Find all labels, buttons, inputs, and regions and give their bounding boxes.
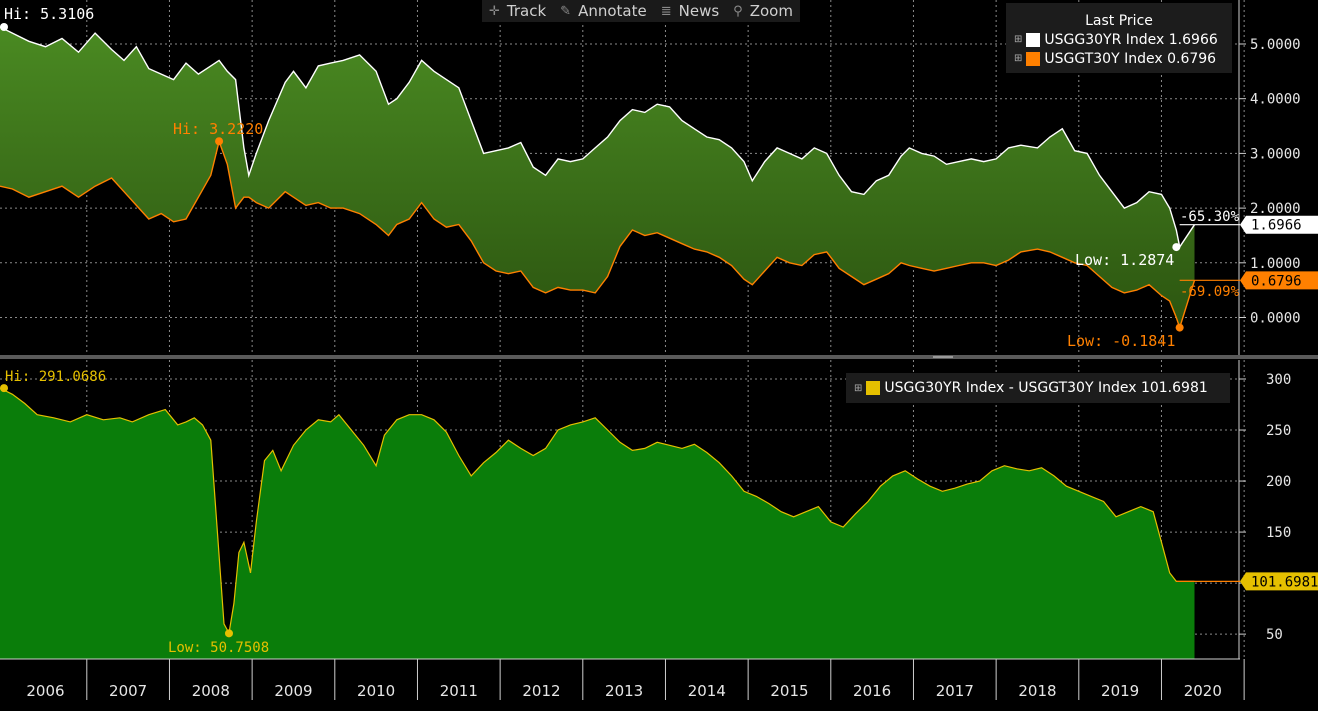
annotation-hi-spread: Hi: 291.0686 (5, 369, 106, 385)
x-tick-label: 2018 (1018, 682, 1056, 700)
marker-low-spread (224, 629, 233, 638)
series-line-spread (0, 387, 1195, 635)
expand-icon[interactable]: ⊞ (854, 382, 863, 394)
y-tick-label: 4.0000 (1250, 92, 1301, 108)
last-value-usggt30y-tag-label: 0.6796 (1251, 273, 1302, 289)
legend-entry-usgg30yr[interactable]: ⊞ USGG30YR Index 1.6966 (1006, 30, 1232, 49)
x-tick-label: 2016 (853, 682, 891, 700)
legend-series-name: USGG30YR Index - USGGT30Y Index (884, 380, 1137, 396)
x-axis: 2006 2007 2008 2009 2010 2011 2012 2013 2014 2015… (0, 658, 1245, 700)
annotate-label: Annotate (578, 2, 647, 20)
panel-divider[interactable] (0, 355, 1318, 359)
legend-swatch-orange (1026, 51, 1041, 66)
marker-low-usggt30y (1175, 323, 1184, 332)
change-label-usgg30yr: -65.30% (1180, 209, 1240, 225)
marker-low-usgg30yr (1172, 243, 1181, 252)
lower-panel-plot (0, 387, 1195, 659)
x-tick-label: 2020 (1184, 682, 1222, 700)
news-button[interactable]: ≣ News (654, 0, 726, 22)
x-tick-label: 2011 (440, 682, 478, 700)
series-line-usgg30yr (0, 26, 1196, 249)
marker-hi-usggt30y (215, 137, 224, 146)
marker-hi-usgg30yr (0, 23, 8, 32)
divider-grip[interactable] (933, 356, 953, 358)
y-tick-label: 3.0000 (1250, 146, 1301, 162)
x-tick-label: 2013 (605, 682, 643, 700)
legend-title: Last Price (1085, 13, 1153, 29)
upper-panel-plot (0, 26, 1196, 330)
marker-hi-spread (0, 384, 8, 393)
last-value-spread-tag (1240, 572, 1318, 591)
annotation-low-usgg30yr: Low: 1.2874 (1075, 251, 1174, 269)
annotation-low-usggt30y: Low: -0.1841 (1067, 332, 1175, 350)
annotate-button[interactable]: ✎ Annotate (553, 0, 654, 22)
last-value-spread-tag-label: 101.6981 (1251, 574, 1318, 590)
x-tick-label: 2014 (688, 682, 726, 700)
spread-band-area (0, 27, 1195, 328)
legend-swatch-white (1026, 32, 1041, 47)
track-button[interactable]: ✛ Track (482, 0, 553, 22)
legend-series-value: 0.6796 (1167, 50, 1217, 67)
legend-swatch-yellow (866, 381, 881, 395)
y-tick-label: 300 (1266, 372, 1291, 388)
x-tick-label: 2015 (770, 682, 808, 700)
y-tick-label: 250 (1266, 423, 1291, 439)
y-tick-label: 2.0000 (1250, 201, 1301, 217)
spread-area (0, 388, 1195, 659)
pencil-icon: ✎ (560, 3, 572, 19)
annotations: Hi: 5.3106 Hi: 3.2220 Low: 1.2874 Low: -0.1… (0, 5, 1318, 656)
x-tick-label: 2006 (26, 682, 64, 700)
x-tick-label: 2008 (192, 682, 230, 700)
y-tick-label: 5.0000 (1250, 37, 1301, 53)
news-lines-icon: ≣ (660, 3, 672, 19)
legend-series-name: USGG30YR Index (1044, 31, 1165, 48)
y-tick-label: 50 (1266, 627, 1283, 643)
change-label-usggt30y: -69.09% (1180, 284, 1240, 300)
x-tick-label: 2019 (1101, 682, 1139, 700)
x-tick-label: 2007 (109, 682, 147, 700)
x-tick-label: 2010 (357, 682, 395, 700)
last-value-usggt30y-tag (1240, 271, 1318, 290)
y-tick-label: 1.0000 (1250, 256, 1301, 272)
legend-series-value: 1.6966 (1168, 31, 1218, 48)
annotation-low-spread: Low: 50.7508 (168, 640, 269, 656)
upper-panel-y-axis: 5.0000 4.0000 3.0000 2.0000 1.0000 0.0000 (1238, 0, 1301, 355)
lower-panel-y-axis: 30025020015010050 (1238, 360, 1291, 659)
zoom-button[interactable]: ⚲ Zoom (726, 0, 800, 22)
annotation-hi-usggt30y: Hi: 3.2220 (173, 120, 263, 138)
upper-legend: Last Price ⊞ USGG30YR Index 1.6966 ⊞ USG… (1006, 3, 1232, 73)
y-tick-label: 0.0000 (1250, 311, 1301, 327)
series-line-usggt30y (0, 138, 1196, 330)
last-value-usgg30yr-tag (1240, 215, 1318, 234)
y-tick-label: 150 (1266, 525, 1291, 541)
zoom-label: Zoom (749, 2, 793, 20)
expand-icon[interactable]: ⊞ (1014, 34, 1023, 45)
last-value-usgg30yr-tag-label: 1.6966 (1251, 218, 1302, 234)
annotation-hi-usgg30yr: Hi: 5.3106 (4, 5, 94, 23)
legend-series-name: USGGT30Y Index (1044, 50, 1163, 67)
track-label: Track (506, 2, 547, 20)
legend-series-value: 101.6981 (1140, 380, 1208, 396)
magnifier-icon: ⚲ (733, 3, 743, 19)
y-tick-label: 200 (1266, 474, 1291, 490)
legend-entry-usggt30y[interactable]: ⊞ USGGT30Y Index 0.6796 (1006, 49, 1232, 68)
lower-legend: ⊞ USGG30YR Index - USGGT30Y Index 101.69… (846, 373, 1230, 403)
news-label: News (678, 2, 720, 20)
legend-entry-spread[interactable]: ⊞ USGG30YR Index - USGGT30Y Index 101.69… (846, 379, 1208, 398)
chart-toolbar: ✛ Track ✎ Annotate ≣ News ⚲ Zoom (482, 0, 800, 22)
x-tick-label: 2012 (522, 682, 560, 700)
expand-icon[interactable]: ⊞ (1014, 53, 1023, 64)
x-tick-label: 2017 (936, 682, 974, 700)
crosshair-icon: ✛ (489, 3, 500, 19)
x-tick-label: 2009 (274, 682, 312, 700)
